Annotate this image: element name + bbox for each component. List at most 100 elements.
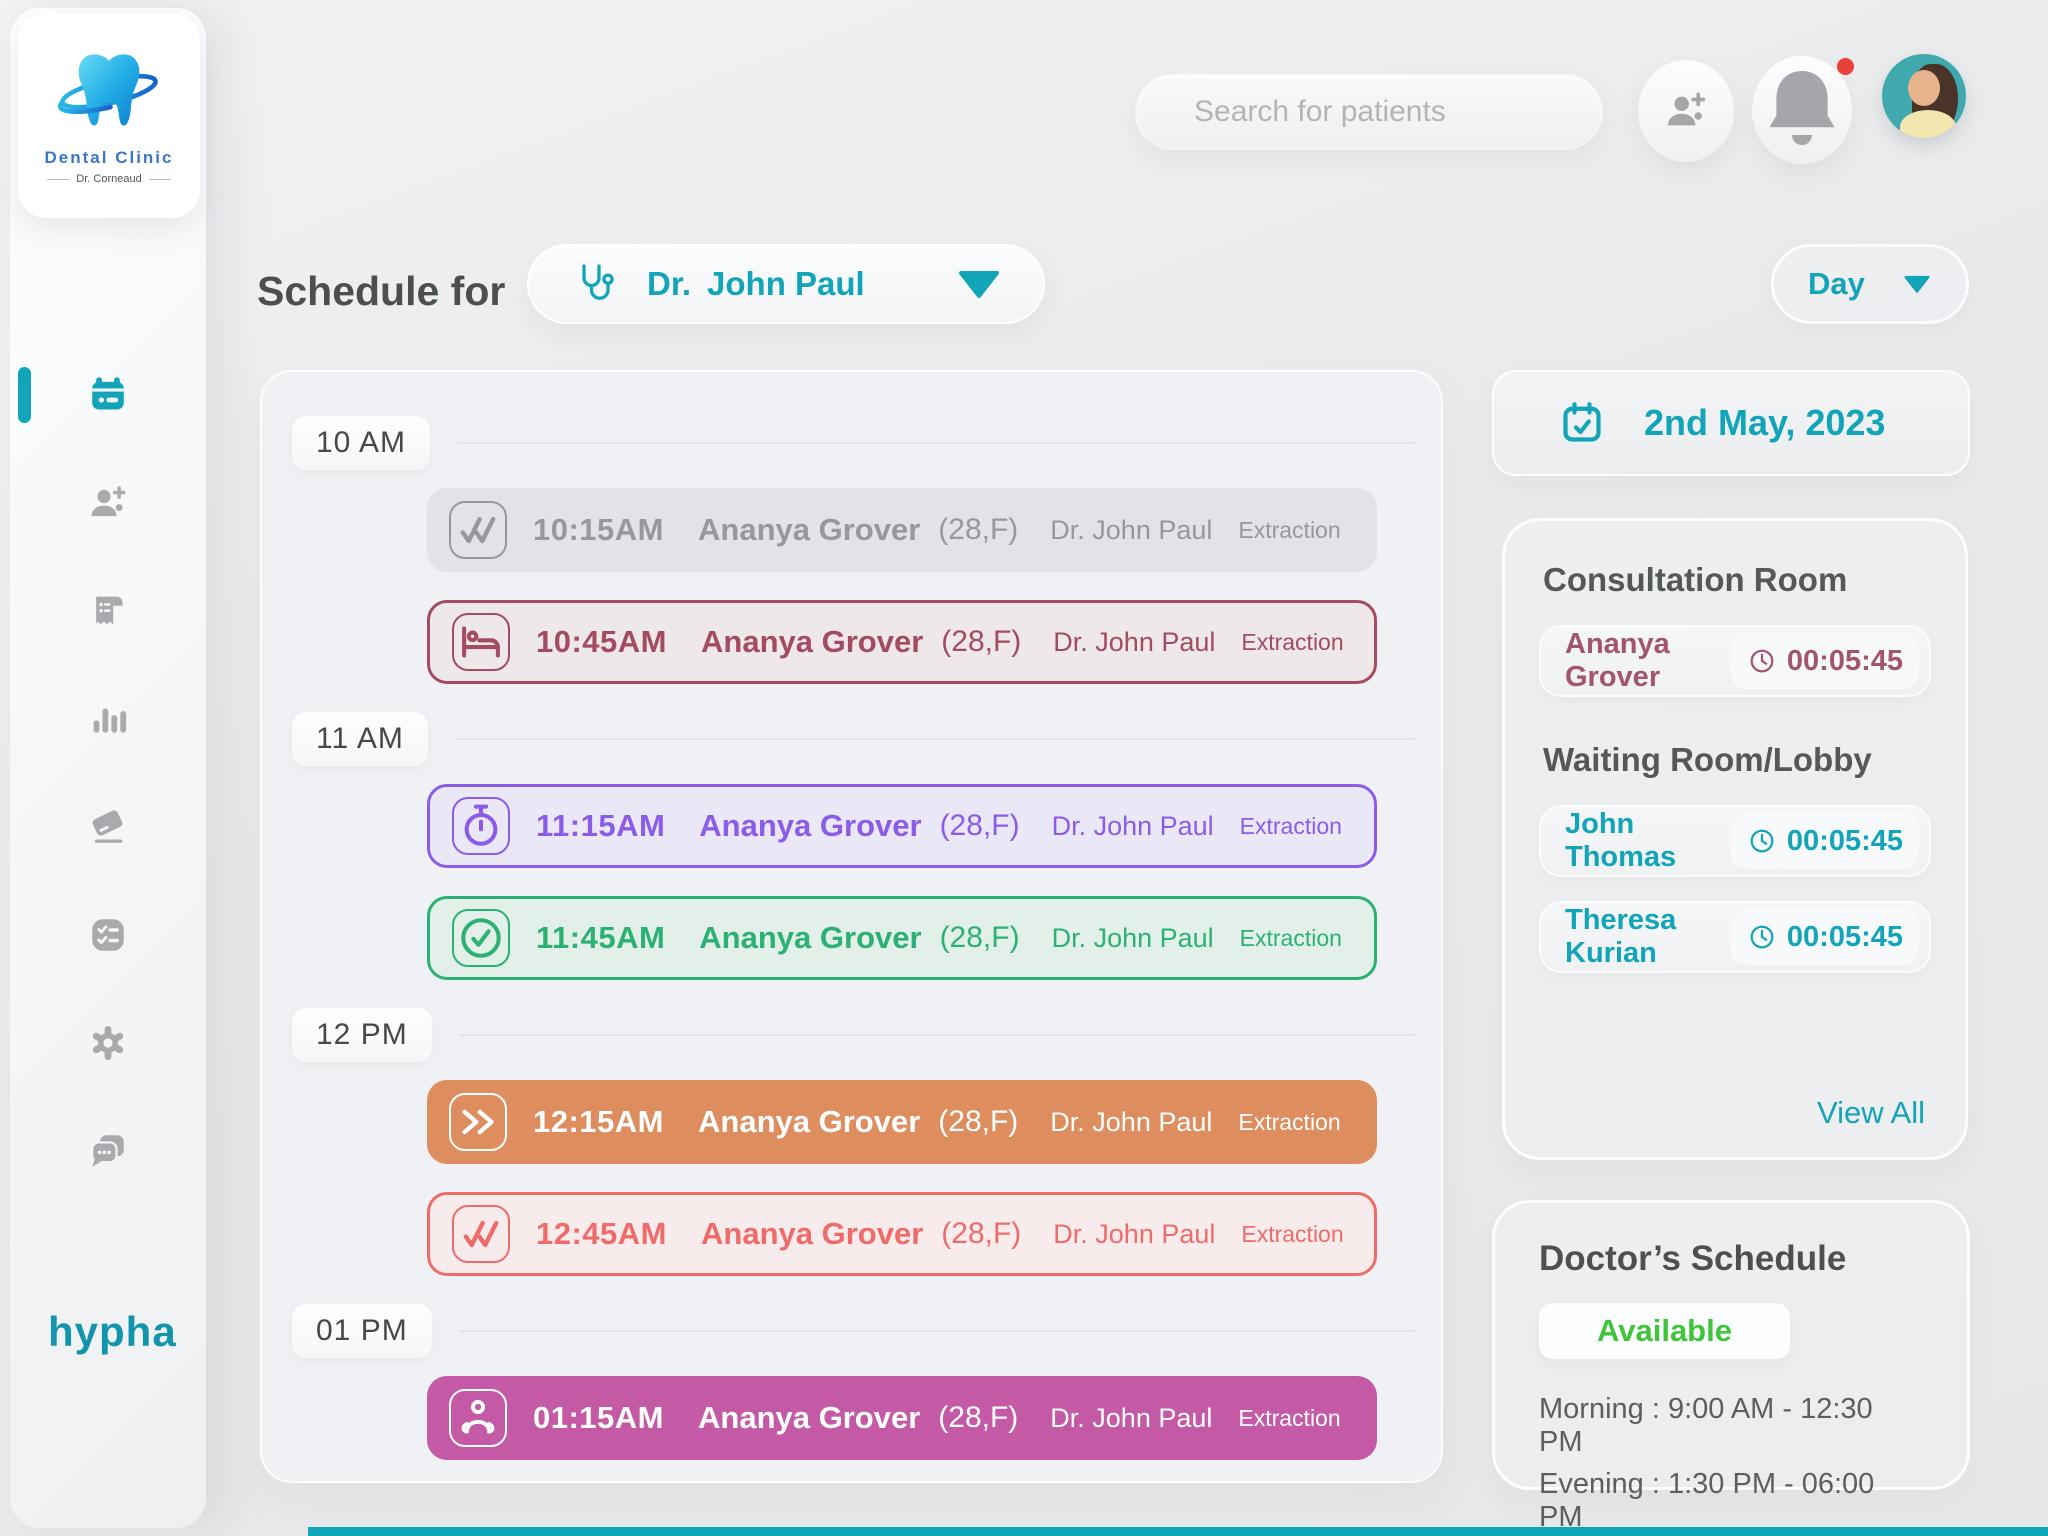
clock-icon	[1747, 646, 1777, 676]
caret-down-icon	[955, 260, 1003, 308]
room-patient-row[interactable]: Ananya Grover 00:05:45	[1539, 625, 1931, 697]
stopwatch-icon	[452, 797, 510, 855]
page-title: Schedule for	[257, 268, 506, 314]
availability-badge: Available	[1539, 1303, 1790, 1359]
time-slot: 10 AM 10:15AM Ananya Grover (28,F) Dr. J…	[292, 416, 1415, 684]
sidebar-nav	[10, 373, 206, 1173]
waiting-room-title: Waiting Room/Lobby	[1543, 741, 1872, 778]
sidebar-item-chat[interactable]	[10, 1129, 206, 1173]
appointment-doctor: Dr. John Paul	[1050, 1106, 1213, 1137]
sidebar-item-calendar[interactable]	[10, 373, 206, 417]
appointment-time: 12:15AM	[533, 1104, 664, 1139]
appointment-treatment: Extraction	[1238, 1108, 1341, 1135]
add-patient-icon	[1663, 88, 1709, 134]
rooms-card: Consultation Room Ananya Grover 00:05:45…	[1502, 518, 1968, 1160]
schedule-board: 10 AM 10:15AM Ananya Grover (28,F) Dr. J…	[260, 370, 1443, 1483]
notifications-button[interactable]	[1752, 56, 1854, 164]
date-card[interactable]: 2nd May, 2023	[1492, 370, 1970, 476]
clinic-doctor-name: Dr. Corneaud	[47, 173, 170, 185]
search-bar	[1135, 74, 1603, 150]
time-slot-label: 12 PM	[292, 1008, 432, 1062]
appointment-time: 10:45AM	[536, 624, 667, 659]
appointment-row[interactable]: 10:45AM Ananya Grover (28,F) Dr. John Pa…	[427, 600, 1377, 684]
appointment-age-sex: (28,F)	[938, 1105, 1019, 1138]
double-check-icon	[452, 1205, 510, 1263]
appointment-age-sex: (28,F)	[941, 625, 1022, 658]
appointment-row[interactable]: 01:15AM Ananya Grover (28,F) Dr. John Pa…	[427, 1376, 1377, 1460]
doctor-name: John Paul	[707, 265, 865, 302]
forward-arrow-icon	[449, 1093, 507, 1151]
appointment-row[interactable]: 11:45AM Ananya Grover (28,F) Dr. John Pa…	[427, 896, 1377, 980]
time-slot-label: 01 PM	[292, 1304, 432, 1358]
view-all-link[interactable]: View All	[1817, 1095, 1925, 1130]
checklist-icon	[87, 914, 129, 956]
time-slot: 11 AM 11:15AM Ananya Grover (28,F) Dr. J…	[292, 712, 1415, 980]
time-slot-divider	[459, 1330, 1415, 1332]
appointment-time: 11:45AM	[536, 920, 666, 955]
appointment-time: 01:15AM	[533, 1400, 664, 1435]
appointment-treatment: Extraction	[1239, 924, 1342, 951]
vendor-logo: hypha	[48, 1308, 177, 1355]
stethoscope-icon	[569, 260, 617, 308]
appointment-patient: Ananya Grover	[701, 1216, 924, 1251]
invoice-icon	[87, 590, 129, 632]
appointment-doctor: Dr. John Paul	[1053, 1218, 1216, 1249]
appointment-treatment: Extraction	[1239, 812, 1342, 839]
appointment-time: 11:15AM	[536, 808, 666, 843]
time-slot-divider	[459, 1034, 1415, 1036]
appointment-time: 10:15AM	[533, 512, 664, 547]
appointment-patient: Ananya Grover	[698, 512, 921, 547]
bottom-accent-strip	[308, 1527, 2048, 1536]
room-patient-row[interactable]: John Thomas 00:05:45	[1539, 805, 1931, 877]
sidebar-item-analytics[interactable]	[10, 697, 206, 741]
sidebar-item-add-patient[interactable]	[10, 481, 206, 525]
appointment-patient: Ananya Grover	[698, 1104, 921, 1139]
appointment-row[interactable]: 12:15AM Ananya Grover (28,F) Dr. John Pa…	[427, 1080, 1377, 1164]
appointment-doctor: Dr. John Paul	[1051, 922, 1214, 953]
appointment-age-sex: (28,F)	[938, 1401, 1019, 1434]
sidebar-item-payment-card[interactable]	[10, 805, 206, 849]
morning-hours: Morning : 9:00 AM - 12:30 PM	[1539, 1393, 1873, 1458]
time-slot-label: 11 AM	[292, 712, 428, 766]
sidebar-item-settings-gear[interactable]	[10, 1021, 206, 1065]
appointment-patient: Ananya Grover	[699, 920, 922, 955]
clock-icon	[1747, 826, 1777, 856]
doctor-selector[interactable]: Dr. John Paul	[527, 244, 1045, 324]
caret-down-icon	[1902, 274, 1932, 294]
sidebar-item-checklist[interactable]	[10, 913, 206, 957]
evening-hours: Evening : 1:30 PM - 06:00 PM	[1539, 1468, 1875, 1533]
view-mode-label: Day	[1808, 266, 1865, 301]
appointment-row[interactable]: 11:15AM Ananya Grover (28,F) Dr. John Pa…	[427, 784, 1377, 868]
payment-card-icon	[87, 806, 129, 848]
time-slot: 01 PM 01:15AM Ananya Grover (28,F) Dr. J…	[292, 1304, 1415, 1460]
sidebar-item-invoice[interactable]	[10, 589, 206, 633]
add-patient-button[interactable]	[1638, 60, 1734, 162]
analytics-icon	[87, 698, 129, 740]
view-mode-selector[interactable]: Day	[1771, 244, 1969, 324]
double-check-icon	[449, 501, 507, 559]
appointment-age-sex: (28,F)	[941, 1217, 1022, 1250]
appointment-row[interactable]: 10:15AM Ananya Grover (28,F) Dr. John Pa…	[427, 488, 1377, 572]
appointment-treatment: Extraction	[1238, 516, 1341, 543]
tooth-logo-icon	[57, 54, 158, 126]
check-circle-icon	[452, 909, 510, 967]
appointment-doctor: Dr. John Paul	[1050, 1402, 1213, 1433]
clinic-name: Dental Clinic	[44, 148, 174, 167]
user-avatar[interactable]	[1882, 54, 1966, 138]
settings-gear-icon	[87, 1022, 129, 1064]
appointment-row[interactable]: 12:45AM Ananya Grover (28,F) Dr. John Pa…	[427, 1192, 1377, 1276]
time-slot: 12 PM 12:15AM Ananya Grover (28,F) Dr. J…	[292, 1008, 1415, 1276]
time-slot-divider	[458, 442, 1415, 444]
notification-dot	[1837, 58, 1854, 75]
meditation-icon	[449, 1389, 507, 1447]
appointment-doctor: Dr. John Paul	[1050, 514, 1213, 545]
time-slot-divider	[455, 738, 1415, 740]
room-patient-row[interactable]: Theresa Kurian 00:05:45	[1539, 901, 1931, 973]
search-input[interactable]	[1192, 94, 1582, 130]
appointment-doctor: Dr. John Paul	[1053, 626, 1216, 657]
consultation-room-title: Consultation Room	[1543, 561, 1848, 598]
calendar-check-icon	[1558, 399, 1606, 447]
clock-icon	[1747, 922, 1777, 952]
add-patient-icon	[87, 482, 129, 524]
calendar-icon	[87, 374, 129, 416]
